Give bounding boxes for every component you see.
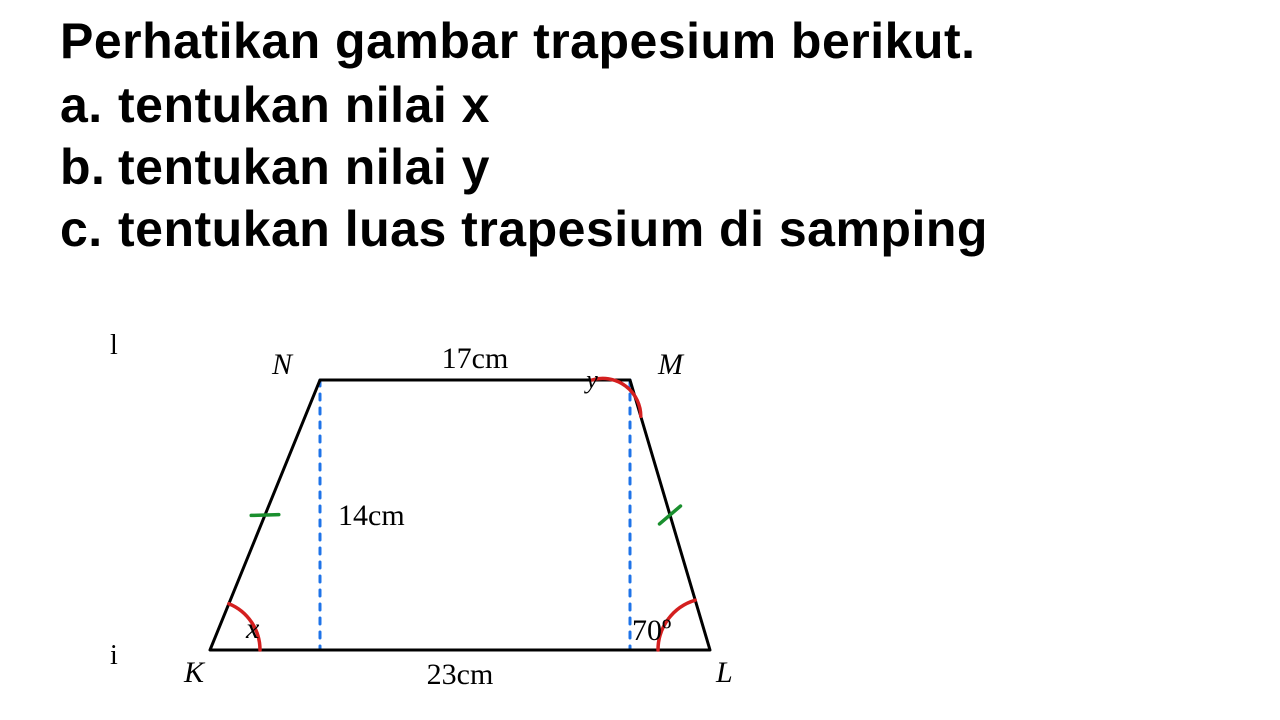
trapezoid-figure: N M K L 17cm 23cm 14cm x 70º y	[100, 320, 820, 700]
vertex-label-M: M	[657, 348, 685, 381]
trapezoid-outline	[210, 380, 710, 650]
tick-ML	[660, 506, 681, 524]
page-root: l i Perhatikan gambar trapesium berikut.…	[0, 0, 1280, 720]
angle-arc-y	[592, 378, 641, 416]
problem-text: Perhatikan gambar trapesium berikut. a.t…	[60, 12, 1220, 262]
heading: Perhatikan gambar trapesium berikut.	[60, 12, 1220, 70]
item-b: b.tentukan nilai y	[60, 138, 1220, 196]
edge-label-top: 17cm	[442, 342, 509, 375]
item-c-body: tentukan luas trapesium di samping	[118, 201, 988, 257]
item-b-body: tentukan nilai y	[118, 139, 490, 195]
tick-KN	[251, 515, 279, 516]
item-a: a.tentukan nilai x	[60, 76, 1220, 134]
angle-label-70: 70º	[632, 614, 671, 647]
angle-label-y: y	[583, 365, 598, 394]
item-a-letter: a.	[60, 76, 118, 134]
item-c-letter: c.	[60, 200, 118, 258]
edge-label-height: 14cm	[338, 499, 405, 532]
vertex-label-N: N	[271, 348, 294, 381]
item-a-body: tentukan nilai x	[118, 77, 490, 133]
vertex-label-L: L	[715, 656, 733, 689]
edge-label-bottom: 23cm	[427, 658, 494, 691]
angle-label-x: x	[245, 612, 260, 645]
vertex-label-K: K	[183, 656, 206, 689]
item-c: c.tentukan luas trapesium di samping	[60, 200, 1220, 258]
item-b-letter: b.	[60, 138, 118, 196]
